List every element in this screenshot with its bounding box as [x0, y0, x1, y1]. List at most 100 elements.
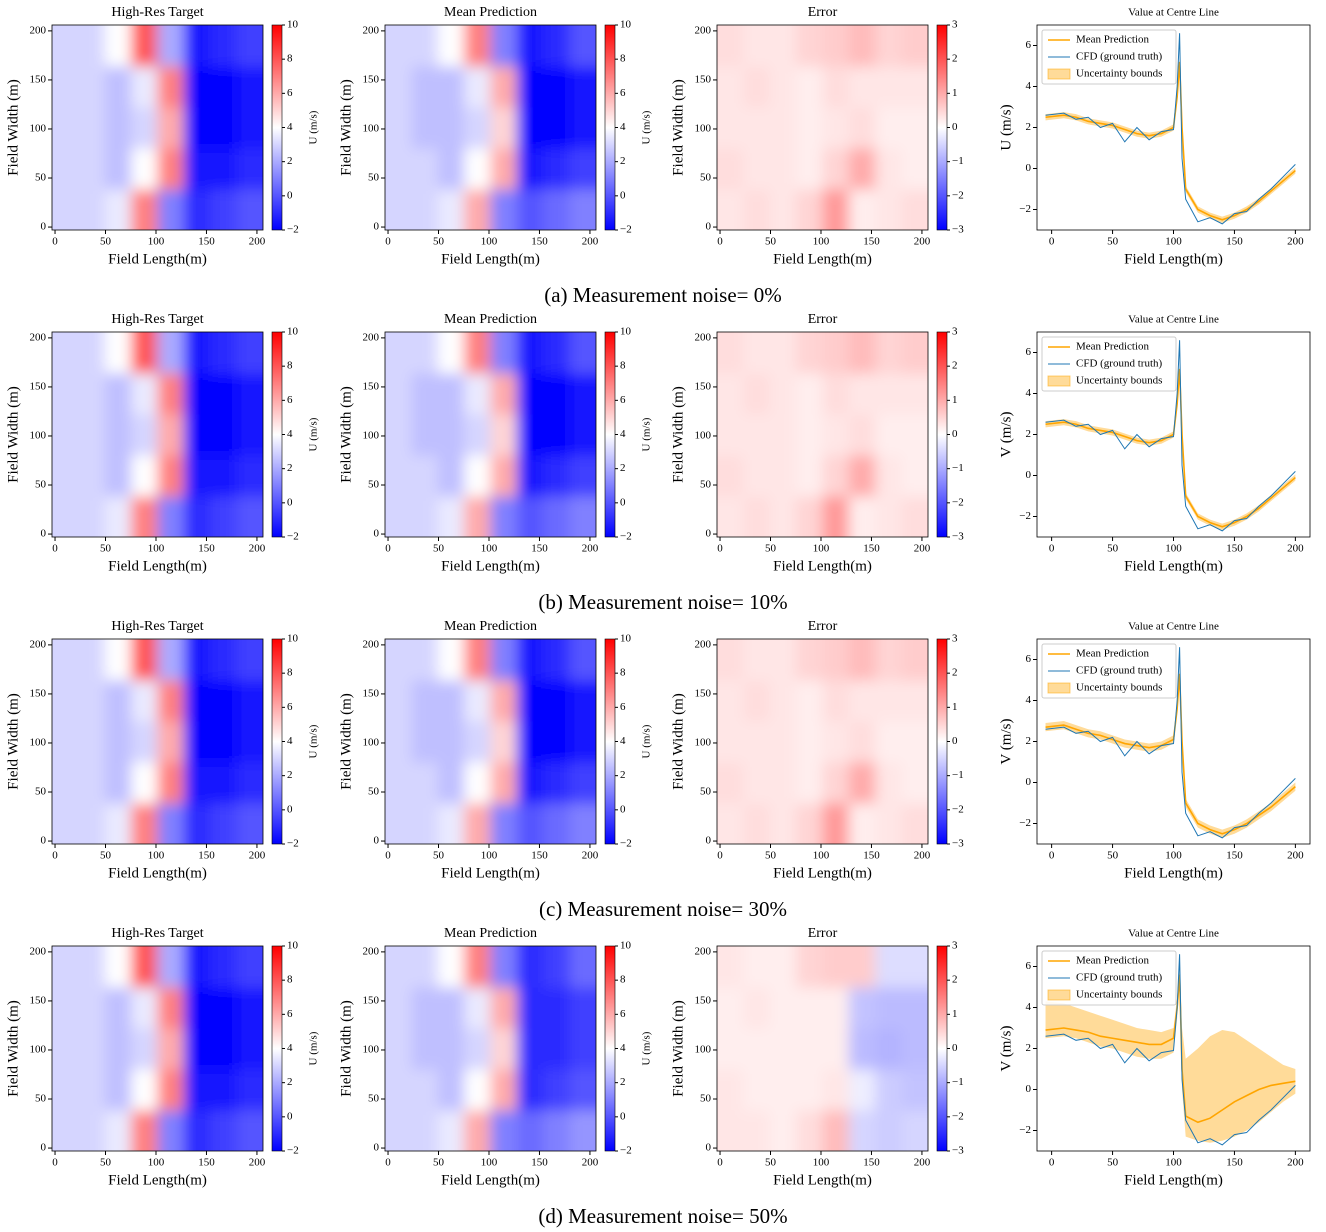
- heatmap-cell: [743, 373, 771, 415]
- heatmap-cell: [52, 946, 79, 988]
- heatmap-cell: [104, 1028, 132, 1070]
- heatmap-cell: [796, 373, 823, 415]
- heatmap-cell: [78, 107, 106, 149]
- heatmap-cell: [822, 680, 850, 722]
- heatmap-cell: [464, 148, 491, 190]
- heatmap-cell: [183, 1069, 211, 1111]
- heatmap-cell: [901, 803, 928, 844]
- colorbar-label: U (m/s): [308, 110, 320, 144]
- heatmap-cell: [131, 803, 158, 844]
- x-tick-label: 150: [863, 1157, 880, 1169]
- heatmap-cell: [183, 189, 211, 230]
- x-tick-label: 150: [198, 236, 215, 248]
- heatmap-cell: [183, 66, 211, 108]
- heatmap-cells: [52, 332, 263, 537]
- heatmap-cell: [901, 107, 928, 149]
- x-tick-label: 50: [100, 1157, 112, 1169]
- colorbar-tick-label: 0: [952, 735, 958, 747]
- heatmap-cell: [516, 25, 544, 67]
- heatmap-cell: [822, 762, 850, 804]
- x-tick-label: 150: [531, 1157, 548, 1169]
- x-tick-label: 0: [385, 543, 391, 555]
- heatmap-cell: [769, 373, 797, 415]
- heatmap-cell: [437, 721, 465, 763]
- y-tick-label: 2: [1026, 121, 1032, 133]
- heatmap-cell: [490, 25, 518, 67]
- heatmap-cell: [569, 987, 596, 1029]
- x-tick-label: 150: [1226, 236, 1243, 248]
- heatmap-cell: [104, 946, 132, 988]
- heatmap-cell: [743, 639, 771, 681]
- y-tick-label: 100: [363, 430, 380, 442]
- plot-frame: [384, 24, 597, 231]
- x-tick-label: 0: [52, 543, 58, 555]
- colorbar-tick-label: −2: [287, 1145, 299, 1157]
- heatmap-cell: [52, 1110, 79, 1151]
- x-axis-label: Field Length(m): [108, 251, 207, 267]
- colorbar-tick-label: 2: [952, 360, 958, 372]
- heatmap-cell: [210, 189, 238, 230]
- x-tick-label: 100: [813, 1157, 830, 1169]
- heatmap-cell: [822, 455, 850, 497]
- heatmap-cell: [543, 680, 571, 722]
- heatmap-cell: [52, 189, 79, 230]
- heatmap-cell: [543, 332, 571, 374]
- heatmap-cell: [183, 148, 211, 190]
- colorbar-label: U (m/s): [641, 417, 653, 451]
- heatmap-cell: [516, 414, 544, 456]
- heatmap-cell: [543, 1110, 571, 1151]
- heatmap-cell: [104, 455, 132, 497]
- y-tick-label: 200: [695, 638, 712, 650]
- heatmap-cell: [543, 946, 571, 988]
- heatmap-cell: [385, 25, 412, 67]
- heatmap-cell: [717, 680, 744, 722]
- plot-area: [1045, 647, 1296, 839]
- heatmap-cell: [236, 66, 263, 108]
- heatmap-cell: [183, 1110, 211, 1151]
- heatmap-cell: [104, 762, 132, 804]
- heatmap-cell: [210, 107, 238, 149]
- y-axis-label: Field Width (m): [670, 79, 686, 176]
- y-axis-label: Field Width (m): [670, 1000, 686, 1097]
- plot-frame: [716, 945, 929, 1152]
- x-tick-label: 200: [914, 850, 931, 862]
- x-axis-label: Field Length(m): [773, 1172, 872, 1188]
- x-axis-label: Field Length(m): [773, 865, 872, 881]
- heatmap-cell: [411, 332, 439, 374]
- x-tick-label: 100: [813, 543, 830, 555]
- heatmap-cell: [52, 455, 79, 497]
- heatmap-cell: [210, 803, 238, 844]
- colorbar-tick-label: −3: [952, 1145, 964, 1157]
- colorbar-tick-label: 10: [620, 326, 632, 338]
- heatmap-cell: [78, 189, 106, 230]
- colorbar-tick-label: 3: [952, 19, 958, 31]
- colorbar-tick-label: 0: [620, 1110, 626, 1122]
- legend-label: Uncertainty bounds: [1076, 989, 1162, 1001]
- y-tick-label: 0: [41, 835, 47, 847]
- chart-title: High-Res Target: [111, 5, 203, 20]
- heatmap-cell: [848, 496, 876, 537]
- heatmap-cell: [411, 148, 439, 190]
- heatmap-cell: [236, 987, 263, 1029]
- heatmap-cell: [569, 762, 596, 804]
- x-tick-label: 50: [100, 850, 112, 862]
- heatmap-cell: [131, 1069, 158, 1111]
- colorbar-tick-label: 4: [620, 121, 626, 133]
- y-tick-label: 200: [363, 331, 380, 343]
- heatmap-cell: [848, 1028, 876, 1070]
- colorbar: [936, 945, 948, 1152]
- x-tick-label: 200: [582, 236, 599, 248]
- heatmap-cell: [875, 373, 903, 415]
- colorbar-tick-label: 0: [952, 428, 958, 440]
- x-tick-label: 100: [1165, 1157, 1182, 1169]
- heatmap-area: [717, 332, 928, 537]
- x-tick-label: 0: [52, 236, 58, 248]
- plot-area: [1045, 33, 1296, 225]
- heatmap-cell: [875, 455, 903, 497]
- y-tick-label: 150: [695, 380, 712, 392]
- y-tick-label: 50: [368, 479, 380, 491]
- colorbar-tick-label: 3: [952, 940, 958, 952]
- heatmap-cell: [490, 946, 518, 988]
- colorbar-tick-label: −2: [952, 496, 964, 508]
- heatmap-cell: [157, 373, 185, 415]
